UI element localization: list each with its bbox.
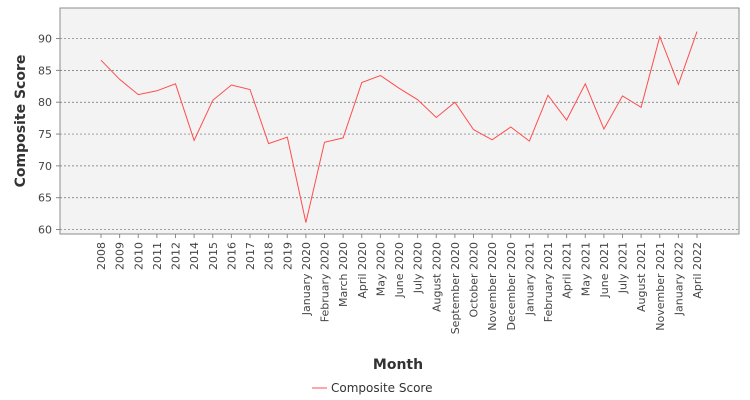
x-tick-label: 2008 [95, 242, 108, 270]
x-tick-label: 2012 [170, 242, 183, 270]
y-tick-label: 65 [38, 192, 52, 205]
x-tick-label: 2019 [281, 242, 294, 270]
x-axis-ticks: 2008 2009 2010 2011 2012 2014 2015 2016 2017 2018… [95, 234, 704, 334]
x-tick-label: September 2020 [449, 242, 462, 334]
x-tick-label: January 2021 [523, 242, 536, 316]
series-line-composite-score [100, 31, 698, 223]
y-tick-label: 80 [38, 96, 52, 109]
x-tick-label: June 2021 [598, 242, 611, 298]
x-tick-label: February 2021 [542, 242, 555, 322]
x-tick-label: 2015 [207, 242, 220, 270]
x-tick-label: 2009 [114, 242, 127, 270]
plot-area [59, 7, 740, 235]
x-tick-label: May 2020 [374, 242, 387, 296]
x-axis-title: Month [373, 357, 423, 373]
x-tick-label: November 2021 [654, 242, 667, 331]
x-tick-label: August 2020 [430, 242, 443, 312]
x-tick-label: 2011 [151, 242, 164, 270]
x-tick-label: November 2020 [486, 242, 499, 331]
x-tick-label: 2018 [263, 242, 276, 270]
x-tick-label: December 2020 [505, 242, 518, 331]
x-tick-label: October 2020 [468, 242, 481, 318]
x-tick-label: June 2020 [393, 242, 406, 298]
x-tick-label: 2010 [132, 242, 145, 270]
y-tick-label: 70 [38, 160, 52, 173]
y-tick-label: 75 [38, 128, 52, 141]
x-tick-label: July 2020 [412, 242, 425, 294]
x-tick-label: 2014 [188, 242, 201, 270]
x-tick-label: July 2021 [617, 242, 630, 294]
x-tick-label: May 2021 [579, 242, 592, 296]
x-tick-label: January 2022 [672, 242, 685, 316]
y-axis-ticks: 60 65 70 75 80 85 90 [38, 33, 60, 237]
x-tick-label: August 2021 [635, 242, 648, 312]
grid-lines [60, 38, 739, 230]
legend: Composite Score [312, 381, 432, 395]
legend-label: Composite Score [331, 381, 432, 395]
y-axis-title: Composite Score [13, 55, 29, 188]
x-tick-label: March 2020 [337, 242, 350, 307]
x-tick-label: 2016 [225, 242, 238, 270]
x-tick-label: January 2020 [300, 242, 313, 316]
y-tick-label: 90 [38, 33, 52, 46]
x-tick-label: 2017 [244, 242, 257, 270]
x-tick-label: April 2021 [561, 242, 574, 299]
x-tick-label: April 2022 [691, 242, 704, 299]
y-tick-label: 60 [38, 224, 52, 237]
x-tick-label: April 2020 [356, 242, 369, 299]
x-tick-label: February 2020 [319, 242, 332, 322]
y-tick-label: 85 [38, 64, 52, 77]
